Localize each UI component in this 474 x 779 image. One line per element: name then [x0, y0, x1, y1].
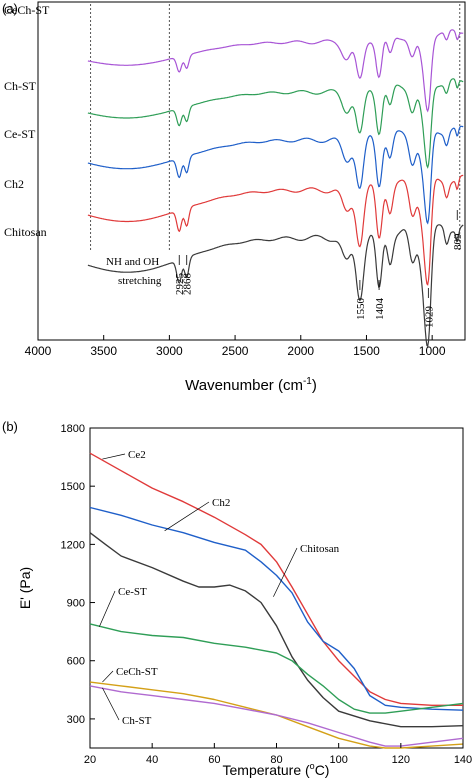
panel-b-series-labels: Ce2 Ch2 Chitosan Ce-ST CeCh-ST Ch-ST	[99, 449, 340, 727]
x-tick-label: 100	[329, 754, 347, 766]
curve-ce2	[89, 452, 463, 706]
peak-label: 1404	[374, 298, 386, 321]
curve-ce-st	[89, 623, 464, 714]
label-leader-line	[99, 590, 116, 627]
x-tick-label: 2000	[287, 344, 314, 358]
x-tick-label: 1500	[353, 344, 380, 358]
x-tick-label: 3500	[90, 344, 117, 358]
panel-b-x-axis-ticks: 20 40 60 80 100 120 140	[84, 743, 472, 766]
series-label-ce-st: Ce-ST	[118, 586, 147, 598]
curve-ch2	[89, 506, 464, 711]
panel-a-plot-frame	[37, 1, 466, 341]
series-label-chitosan: Chitosan	[300, 543, 340, 555]
series-label-chitosan: Chitosan	[4, 225, 47, 239]
peak-label: 2868	[182, 273, 194, 296]
label-leader-line	[102, 670, 114, 683]
panel-a-spectra	[87, 29, 464, 348]
curve-chitosan	[89, 532, 464, 728]
x-tick-label: 4000	[25, 344, 52, 358]
label-leader-line	[102, 453, 126, 460]
series-label-cech-st: CeCh-ST	[4, 3, 50, 17]
series-label-ce-st: Ce-ST	[4, 127, 36, 141]
panel-a-reference-lines	[90, 4, 461, 250]
curve-cech-st	[89, 681, 464, 749]
spectrum-ch-st	[87, 78, 464, 169]
panel-b-modulus-chart: (b) Ce2 Ch2 Chitosan Ce-ST CeCh-ST Ch-ST 20 40…	[2, 419, 472, 778]
y-tick-label: 1200	[61, 539, 85, 551]
x-tick-label: 1000	[419, 344, 446, 358]
y-tick-label: 900	[67, 598, 85, 610]
series-label-cech-st: CeCh-ST	[116, 666, 158, 678]
x-tick-label: 40	[146, 754, 158, 766]
peak-label: 1550	[355, 298, 367, 321]
x-tick-label: 2500	[222, 344, 249, 358]
panel-a-label: (a)	[2, 1, 18, 16]
label-leader-line	[164, 501, 210, 532]
spectrum-cech-st	[87, 29, 464, 113]
spectrum-chitosan	[87, 224, 464, 348]
peak-label: 1029	[423, 306, 435, 329]
x-tick-label: 3000	[156, 344, 183, 358]
peak-label: 809	[452, 233, 464, 250]
panel-a-ftir-chart: (a) CeCh-ST Ch-ST Ce-ST Ch2 Chitosan NH and …	[2, 1, 466, 394]
y-tick-label: 1800	[61, 423, 85, 435]
series-label-ch-st: Ch-ST	[122, 715, 152, 727]
y-tick-label: 300	[67, 714, 85, 726]
annotation-stretching: stretching	[118, 275, 162, 287]
panel-a-x-axis-label: Wavenumber (cm-1)	[185, 376, 317, 394]
annotation-nh-oh: NH and OH	[106, 256, 159, 268]
series-label-ch-st: Ch-ST	[4, 79, 37, 93]
series-label-ch2: Ch2	[4, 177, 24, 191]
x-tick-label: 20	[84, 754, 96, 766]
peak-label: 2925	[174, 273, 186, 296]
series-label-ch2: Ch2	[212, 497, 230, 509]
x-tick-label: 80	[270, 754, 282, 766]
panel-a-x-axis-ticks: 4000 3500 3000 2500 2000 1500 1000	[25, 335, 446, 358]
panel-b-x-axis-label: Temperature (oC)	[223, 761, 330, 778]
y-tick-label: 1500	[61, 481, 85, 493]
label-leader-line	[102, 687, 120, 721]
spectrum-ch2	[87, 174, 464, 286]
curve-ch-st	[89, 685, 464, 747]
x-tick-label: 140	[454, 754, 472, 766]
panel-a-annotation: NH and OH stretching	[106, 256, 162, 287]
x-tick-label: 120	[392, 754, 410, 766]
y-tick-label: 600	[67, 656, 85, 668]
series-label-ce2: Ce2	[128, 449, 146, 461]
label-leader-line	[273, 547, 298, 597]
panel-b-label: (b)	[2, 419, 18, 434]
panel-b-y-axis-label: E' (Pa)	[17, 567, 33, 609]
panel-a-series-labels: CeCh-ST Ch-ST Ce-ST Ch2 Chitosan	[4, 3, 50, 239]
spectrum-ce-st	[87, 125, 464, 225]
x-tick-label: 60	[208, 754, 220, 766]
panel-b-y-axis-ticks: 300 600 900 1200 1500 1800	[61, 423, 95, 726]
panel-b-curves	[89, 452, 464, 749]
